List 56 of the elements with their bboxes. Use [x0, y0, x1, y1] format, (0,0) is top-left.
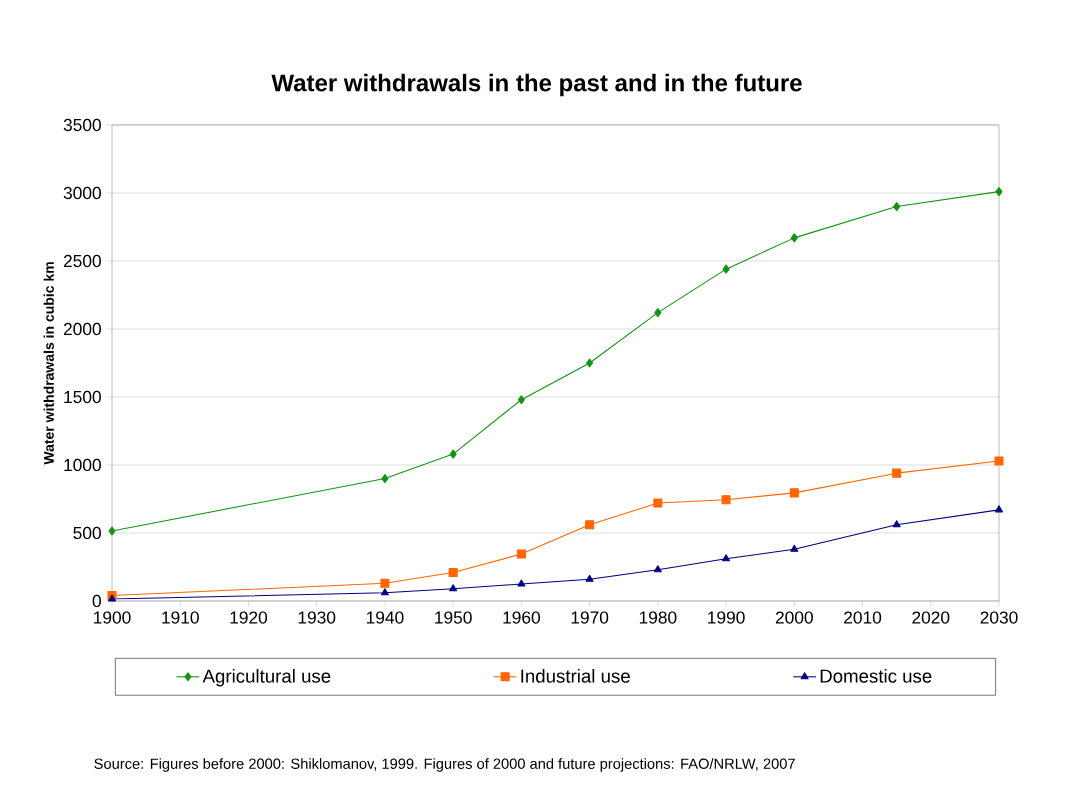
source-note: Source: Figures before 2000: Shiklomanov, 1999. Figures of 2000 and future projections: FAO/NRLW, 2007 [94, 758, 795, 772]
y-axis-title: Water withdrawals in cubic km [43, 262, 54, 465]
x-tick-label: 1910 [162, 611, 199, 624]
y-tick-label: 2000 [63, 322, 101, 336]
point [790, 544, 799, 552]
point [654, 308, 662, 318]
point [789, 488, 799, 498]
point [790, 233, 798, 243]
point [994, 456, 1004, 466]
point [721, 495, 731, 505]
point [108, 526, 116, 536]
point [893, 202, 901, 212]
point [448, 567, 458, 577]
chart-title: Water withdrawals in the past and in the future [271, 73, 802, 97]
point [517, 395, 525, 405]
y-tick-label: 500 [73, 526, 101, 540]
point [449, 449, 457, 459]
point [449, 584, 458, 592]
point [892, 520, 901, 528]
point [381, 474, 389, 484]
legend-label: Industrial use [521, 669, 630, 683]
y-tick-label: 1000 [64, 458, 101, 472]
point [585, 520, 595, 530]
y-tick-label: 2500 [63, 254, 101, 268]
x-tick-label: 1990 [708, 611, 745, 624]
point [892, 468, 902, 478]
point [995, 187, 1003, 197]
point [653, 498, 663, 508]
x-tick-label: 1970 [571, 611, 609, 624]
y-tick-label: 3000 [63, 186, 101, 200]
y-tick-label: 0 [92, 594, 101, 608]
point [380, 578, 390, 588]
legend-label: Agricultural use [202, 669, 331, 687]
point [722, 554, 731, 562]
x-tick-label: 1960 [503, 611, 540, 624]
point [585, 574, 594, 582]
point [994, 505, 1003, 513]
point [516, 549, 526, 559]
point [380, 588, 389, 596]
x-tick-label: 2010 [844, 611, 882, 624]
y-tick-label: 3500 [63, 118, 101, 132]
x-tick-label: 1930 [298, 611, 336, 624]
x-tick-label: 2030 [980, 611, 1018, 624]
x-tick-label: 1950 [435, 611, 472, 624]
point [517, 579, 526, 587]
point [653, 565, 662, 573]
x-tick-label: 1940 [366, 611, 404, 624]
point [586, 358, 594, 368]
legend-label: Domestic use [820, 669, 932, 683]
x-tick-label: 1900 [94, 611, 131, 624]
y-tick-label: 1500 [64, 390, 101, 404]
point [722, 264, 730, 274]
x-tick-label: 1980 [639, 611, 677, 624]
x-tick-label: 2020 [912, 611, 950, 624]
x-tick-label: 2000 [775, 611, 813, 624]
x-tick-label: 1920 [230, 611, 268, 624]
